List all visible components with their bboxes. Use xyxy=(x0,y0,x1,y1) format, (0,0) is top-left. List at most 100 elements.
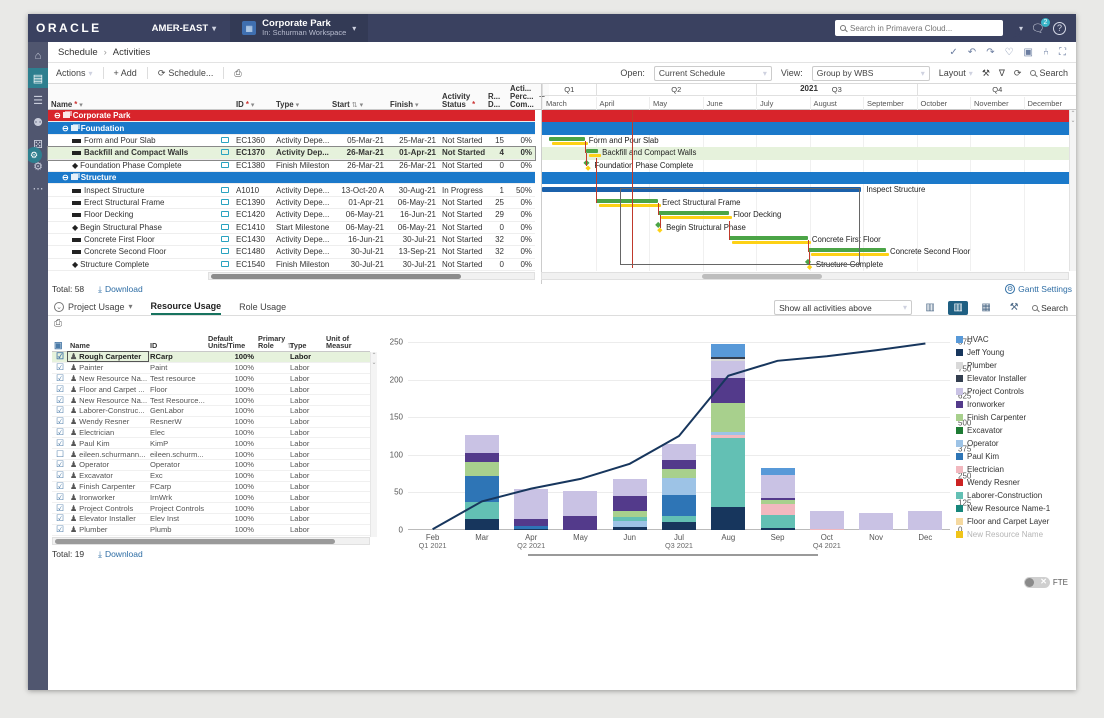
table-row[interactable]: ☑ ♟ Excavator Exc 100% Labor xyxy=(52,470,370,482)
tab-role-usage[interactable]: Role Usage xyxy=(239,301,287,312)
printer-icon[interactable]: ⎙ xyxy=(54,317,62,329)
column-header[interactable]: Acti... Perc... Com... xyxy=(510,84,534,110)
column-header[interactable]: Type xyxy=(290,341,307,351)
milestone-diamond[interactable]: ◆ xyxy=(655,219,662,229)
legend-item[interactable]: Operator xyxy=(956,438,1074,450)
column-header[interactable]: Default Units/Time xyxy=(208,333,246,351)
sidebar-item-tasks[interactable]: ☰ xyxy=(28,90,48,110)
table-row[interactable]: Erect Structural Frame EC1390 Activity Dep… xyxy=(48,196,535,210)
open-schedule-select[interactable]: Current Schedule ▾ xyxy=(653,65,772,81)
tools-icon[interactable]: ⚒ xyxy=(1009,302,1019,313)
table-row[interactable]: ◆ Foundation Phase Complete EC1380 Finish M… xyxy=(48,159,535,172)
column-header[interactable]: ID xyxy=(150,341,158,351)
table-row[interactable]: ☑ ♟ Electrician Elec 100% Labor xyxy=(52,427,370,439)
legend-item[interactable]: Wendy Resner xyxy=(956,477,1074,489)
table-row[interactable]: ☑ ♟ Plumber Plumb 100% Labor xyxy=(52,524,370,536)
row-checkbox[interactable]: ☑ xyxy=(55,394,65,405)
breadcrumb-page[interactable]: Activities xyxy=(112,46,151,58)
milestone-diamond[interactable]: ◆ xyxy=(805,257,811,266)
legend-item[interactable]: Paul Kim xyxy=(956,451,1074,463)
column-header[interactable]: ▣ xyxy=(52,340,68,351)
column-header[interactable]: ID * ▾ xyxy=(236,100,255,110)
gantt-bar[interactable] xyxy=(548,136,585,141)
sidebar-item-resources[interactable]: ⚉ xyxy=(28,112,48,132)
table-row[interactable]: ☑ ♟ Painter Paint 100% Labor xyxy=(52,362,370,374)
gantt-bar[interactable] xyxy=(807,248,886,253)
row-checkbox[interactable]: ☑ xyxy=(55,405,65,416)
column-header[interactable]: R... D... xyxy=(488,92,501,110)
column-header[interactable]: Unit of Measur xyxy=(326,333,352,351)
table-row[interactable]: ⊖ Corporate Park xyxy=(48,110,535,123)
legend-item[interactable]: HVAC xyxy=(956,334,1074,346)
refresh-icon[interactable]: ⟳ xyxy=(1013,67,1022,78)
table-row[interactable]: Floor Decking EC1420 Activity Depe... 06-Ma… xyxy=(48,209,535,222)
global-search[interactable] xyxy=(835,20,1004,36)
discussion-icon[interactable] xyxy=(221,248,229,255)
chart-search[interactable]: Search xyxy=(1032,303,1068,313)
global-search-input[interactable] xyxy=(850,23,999,33)
table-row[interactable]: ☐ ♟ eileen.schurmann... eileen.schurm... 100… xyxy=(52,449,370,460)
discussion-icon[interactable] xyxy=(221,223,229,230)
row-checkbox[interactable]: ☑ xyxy=(55,524,65,535)
table-row[interactable]: ☑ ♟ Ironworker IrnWrk 100% Labor xyxy=(52,492,370,504)
tools-icon[interactable]: ⚒ xyxy=(981,67,990,78)
approve-check-icon[interactable]: ✓ xyxy=(949,46,958,58)
legend-item[interactable]: Elevator Installer xyxy=(956,373,1074,385)
row-checkbox[interactable]: ☑ xyxy=(55,373,65,383)
filter-icon[interactable]: ∇ xyxy=(998,67,1005,78)
tab-project-usage[interactable]: ⌄ Project Usage ▾ xyxy=(54,298,133,315)
legend-item[interactable]: Floor and Carpet Layer xyxy=(956,516,1074,528)
table-row[interactable]: Form and Pour Slab EC1360 Activity Depe...… xyxy=(48,134,535,148)
collapse-icon[interactable]: ⊖ xyxy=(62,173,69,183)
column-header[interactable]: Name xyxy=(70,341,90,351)
column-header[interactable]: Type ▾ xyxy=(276,100,300,110)
table-row[interactable]: ☑ ♟ New Resource Na... Test resource 100% Lab… xyxy=(52,373,370,385)
row-checkbox[interactable]: ☑ xyxy=(55,416,65,427)
share-icon[interactable]: ⑃ xyxy=(1043,46,1049,58)
discussion-icon[interactable] xyxy=(221,236,229,243)
gantt-bar-inprogress[interactable] xyxy=(542,187,862,193)
gantt-bar[interactable] xyxy=(658,211,730,216)
redo-icon[interactable]: ↷ xyxy=(986,46,995,58)
column-header[interactable]: Start ⇅ ▾ xyxy=(332,100,364,110)
favorites-icon[interactable]: ♡ xyxy=(1004,46,1014,58)
actions-menu[interactable]: Actions ▾ xyxy=(56,68,93,78)
histogram-filter-select[interactable]: Show all activities above ▾ xyxy=(774,300,913,315)
legend-item[interactable]: New Resource Name xyxy=(956,529,1074,541)
row-checkbox[interactable]: ☑ xyxy=(55,459,65,470)
stacked-chart-icon[interactable]: ▥ xyxy=(948,300,969,315)
legend-item[interactable]: New Resource Name-1 xyxy=(956,503,1074,515)
discussion-icon[interactable] xyxy=(221,260,229,267)
table-row[interactable]: ☑ ♟ Rough Carpenter RCarp 100% Labor xyxy=(52,351,370,363)
view-select[interactable]: Group by WBS ▾ xyxy=(811,65,930,81)
table-row[interactable]: ⊖ Structure xyxy=(48,171,535,185)
gantt-bar[interactable] xyxy=(586,149,599,154)
table-row[interactable]: ☑ ♟ Floor and Carpet ... Floor 100% Labor xyxy=(52,384,370,396)
legend-item[interactable]: Finish Carpenter xyxy=(956,412,1074,424)
sidebar-item-home[interactable]: ⌂ xyxy=(28,46,48,66)
discussion-icon[interactable] xyxy=(221,186,229,193)
table-row[interactable]: ☑ ♟ Paul Kim KimP 100% Labor xyxy=(52,438,370,450)
discussion-icon[interactable] xyxy=(221,136,229,143)
discussion-icon[interactable] xyxy=(221,211,229,218)
resources-vscrollbar[interactable]: ⌃ ⌄ xyxy=(370,352,377,537)
org-selector[interactable]: AMER-EAST ▾ xyxy=(152,23,217,34)
undo-icon[interactable]: ↶ xyxy=(967,46,977,58)
add-button[interactable]: + Add xyxy=(113,68,137,78)
gantt-bar[interactable] xyxy=(595,198,659,203)
layout-menu[interactable]: Layout ▾ xyxy=(938,68,973,78)
sidebar-item-more[interactable]: ⋯ xyxy=(28,178,48,198)
table-row[interactable]: Concrete Second Floor EC1480 Activity Depe… xyxy=(48,246,535,259)
resources-hscrollbar[interactable] xyxy=(52,537,370,545)
discussion-icon[interactable] xyxy=(221,161,229,168)
legend-item[interactable]: Electrician xyxy=(956,464,1074,476)
table-row[interactable]: ☑ ♟ Project Controls Project Controls 100% La… xyxy=(52,503,370,514)
select-all-checkbox[interactable]: ▣ xyxy=(54,339,63,350)
sidebar-item-settings[interactable]: ⚙ xyxy=(28,156,48,176)
table-row[interactable]: ☑ ♟ New Resource Na... Test Resource... 100%… xyxy=(52,395,370,406)
spreadsheet-icon[interactable]: ▦ xyxy=(981,302,991,313)
download-link[interactable]: ⤓ Download xyxy=(98,283,143,295)
legend-item[interactable]: Jeff Young xyxy=(956,347,1074,359)
table-row[interactable]: Inspect Structure A1010 Activity Depe... 13… xyxy=(48,184,535,197)
gantt-vscrollbar[interactable]: ⌃ ⌄ xyxy=(1069,110,1076,271)
